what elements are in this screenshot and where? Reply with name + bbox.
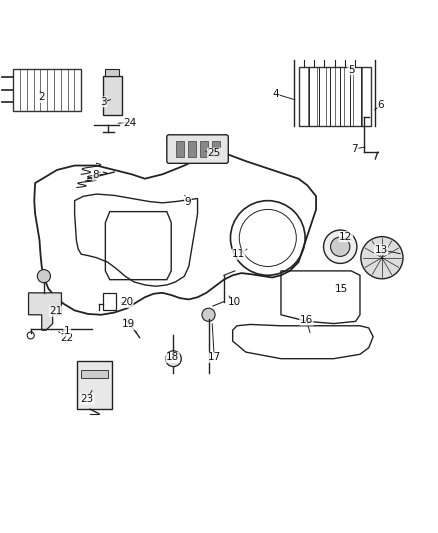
Polygon shape: [200, 141, 208, 157]
Text: 23: 23: [80, 394, 93, 404]
Text: 18: 18: [166, 352, 179, 362]
Text: 24: 24: [123, 117, 136, 127]
Text: 5: 5: [347, 65, 354, 75]
Text: 8: 8: [92, 170, 99, 180]
Text: 9: 9: [184, 197, 191, 206]
Text: 13: 13: [374, 245, 387, 255]
Circle shape: [37, 270, 50, 282]
Text: 11: 11: [231, 249, 244, 259]
Text: 12: 12: [339, 232, 352, 241]
Polygon shape: [187, 141, 195, 157]
Text: 17: 17: [207, 352, 220, 362]
Polygon shape: [81, 370, 107, 378]
Text: 1: 1: [64, 326, 71, 336]
Text: 22: 22: [60, 333, 74, 343]
Text: 15: 15: [334, 284, 347, 294]
Polygon shape: [77, 361, 112, 409]
Text: 4: 4: [272, 89, 279, 99]
Polygon shape: [28, 293, 61, 330]
Text: 10: 10: [227, 297, 240, 308]
Circle shape: [360, 237, 402, 279]
FancyBboxPatch shape: [166, 135, 228, 163]
Circle shape: [330, 237, 349, 256]
Polygon shape: [105, 69, 119, 76]
Text: 20: 20: [120, 297, 133, 308]
Polygon shape: [175, 141, 183, 157]
Text: 3: 3: [99, 97, 106, 107]
Text: 7: 7: [350, 144, 357, 154]
Polygon shape: [103, 76, 121, 115]
Text: 2: 2: [38, 93, 45, 102]
Text: 6: 6: [377, 100, 384, 110]
Text: 21: 21: [49, 306, 63, 316]
Circle shape: [165, 351, 181, 367]
Text: 25: 25: [207, 148, 220, 158]
Polygon shape: [212, 141, 220, 157]
Text: 16: 16: [299, 315, 312, 325]
Circle shape: [323, 230, 356, 263]
Circle shape: [201, 308, 215, 321]
Text: 19: 19: [122, 319, 135, 329]
